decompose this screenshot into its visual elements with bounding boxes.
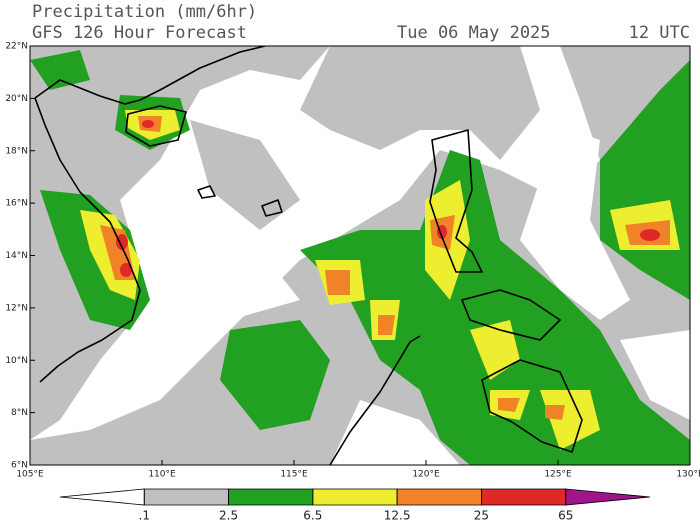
colorbar-swatch — [481, 488, 567, 506]
colorbar-swatch — [312, 488, 398, 506]
colorbar-label: 2.5 — [219, 509, 238, 523]
y-tick-label: 16°N — [5, 199, 28, 209]
x-tick-label: 125°E — [544, 470, 572, 480]
colorbar-swatch — [59, 488, 145, 506]
y-tick-label: 10°N — [5, 356, 28, 366]
colorbar-label: 12.5 — [384, 509, 411, 523]
colorbar-swatch — [565, 488, 651, 506]
x-tick-label: 120°E — [412, 470, 440, 480]
colorbar-swatch — [396, 488, 482, 506]
y-tick-label: 8°N — [11, 408, 28, 418]
y-tick-label: 12°N — [5, 303, 28, 313]
colorbar-label: 6.5 — [303, 509, 322, 523]
colorbar-swatch — [228, 488, 314, 506]
dry — [150, 120, 690, 465]
y-tick-label: 14°N — [5, 251, 28, 261]
y-tick-label: 18°N — [5, 146, 28, 156]
x-tick-label: 110°E — [148, 470, 176, 480]
colorbar-label: 65 — [558, 509, 573, 523]
x-tick-label: 130°E — [676, 470, 700, 480]
date: Tue 06 May 2025 — [397, 23, 551, 43]
time: 12 UTC — [629, 23, 690, 43]
x-tick-label: 105°E — [16, 470, 44, 480]
subtitle: GFS 126 Hour Forecast — [32, 23, 247, 43]
coastlines — [34, 46, 583, 465]
x-tick-label: 115°E — [280, 470, 308, 480]
colorbar-label: .1 — [139, 509, 150, 523]
colorbar-label: 25 — [474, 509, 489, 523]
y-tick-label: 20°N — [5, 94, 28, 104]
y-tick-label: 6°N — [11, 461, 28, 471]
extreme-rain — [116, 120, 660, 277]
precip-field — [30, 46, 690, 465]
colorbar-swatch — [143, 488, 229, 506]
title: Precipitation (mm/6hr) — [32, 2, 257, 22]
y-tick-label: 22°N — [5, 42, 28, 52]
